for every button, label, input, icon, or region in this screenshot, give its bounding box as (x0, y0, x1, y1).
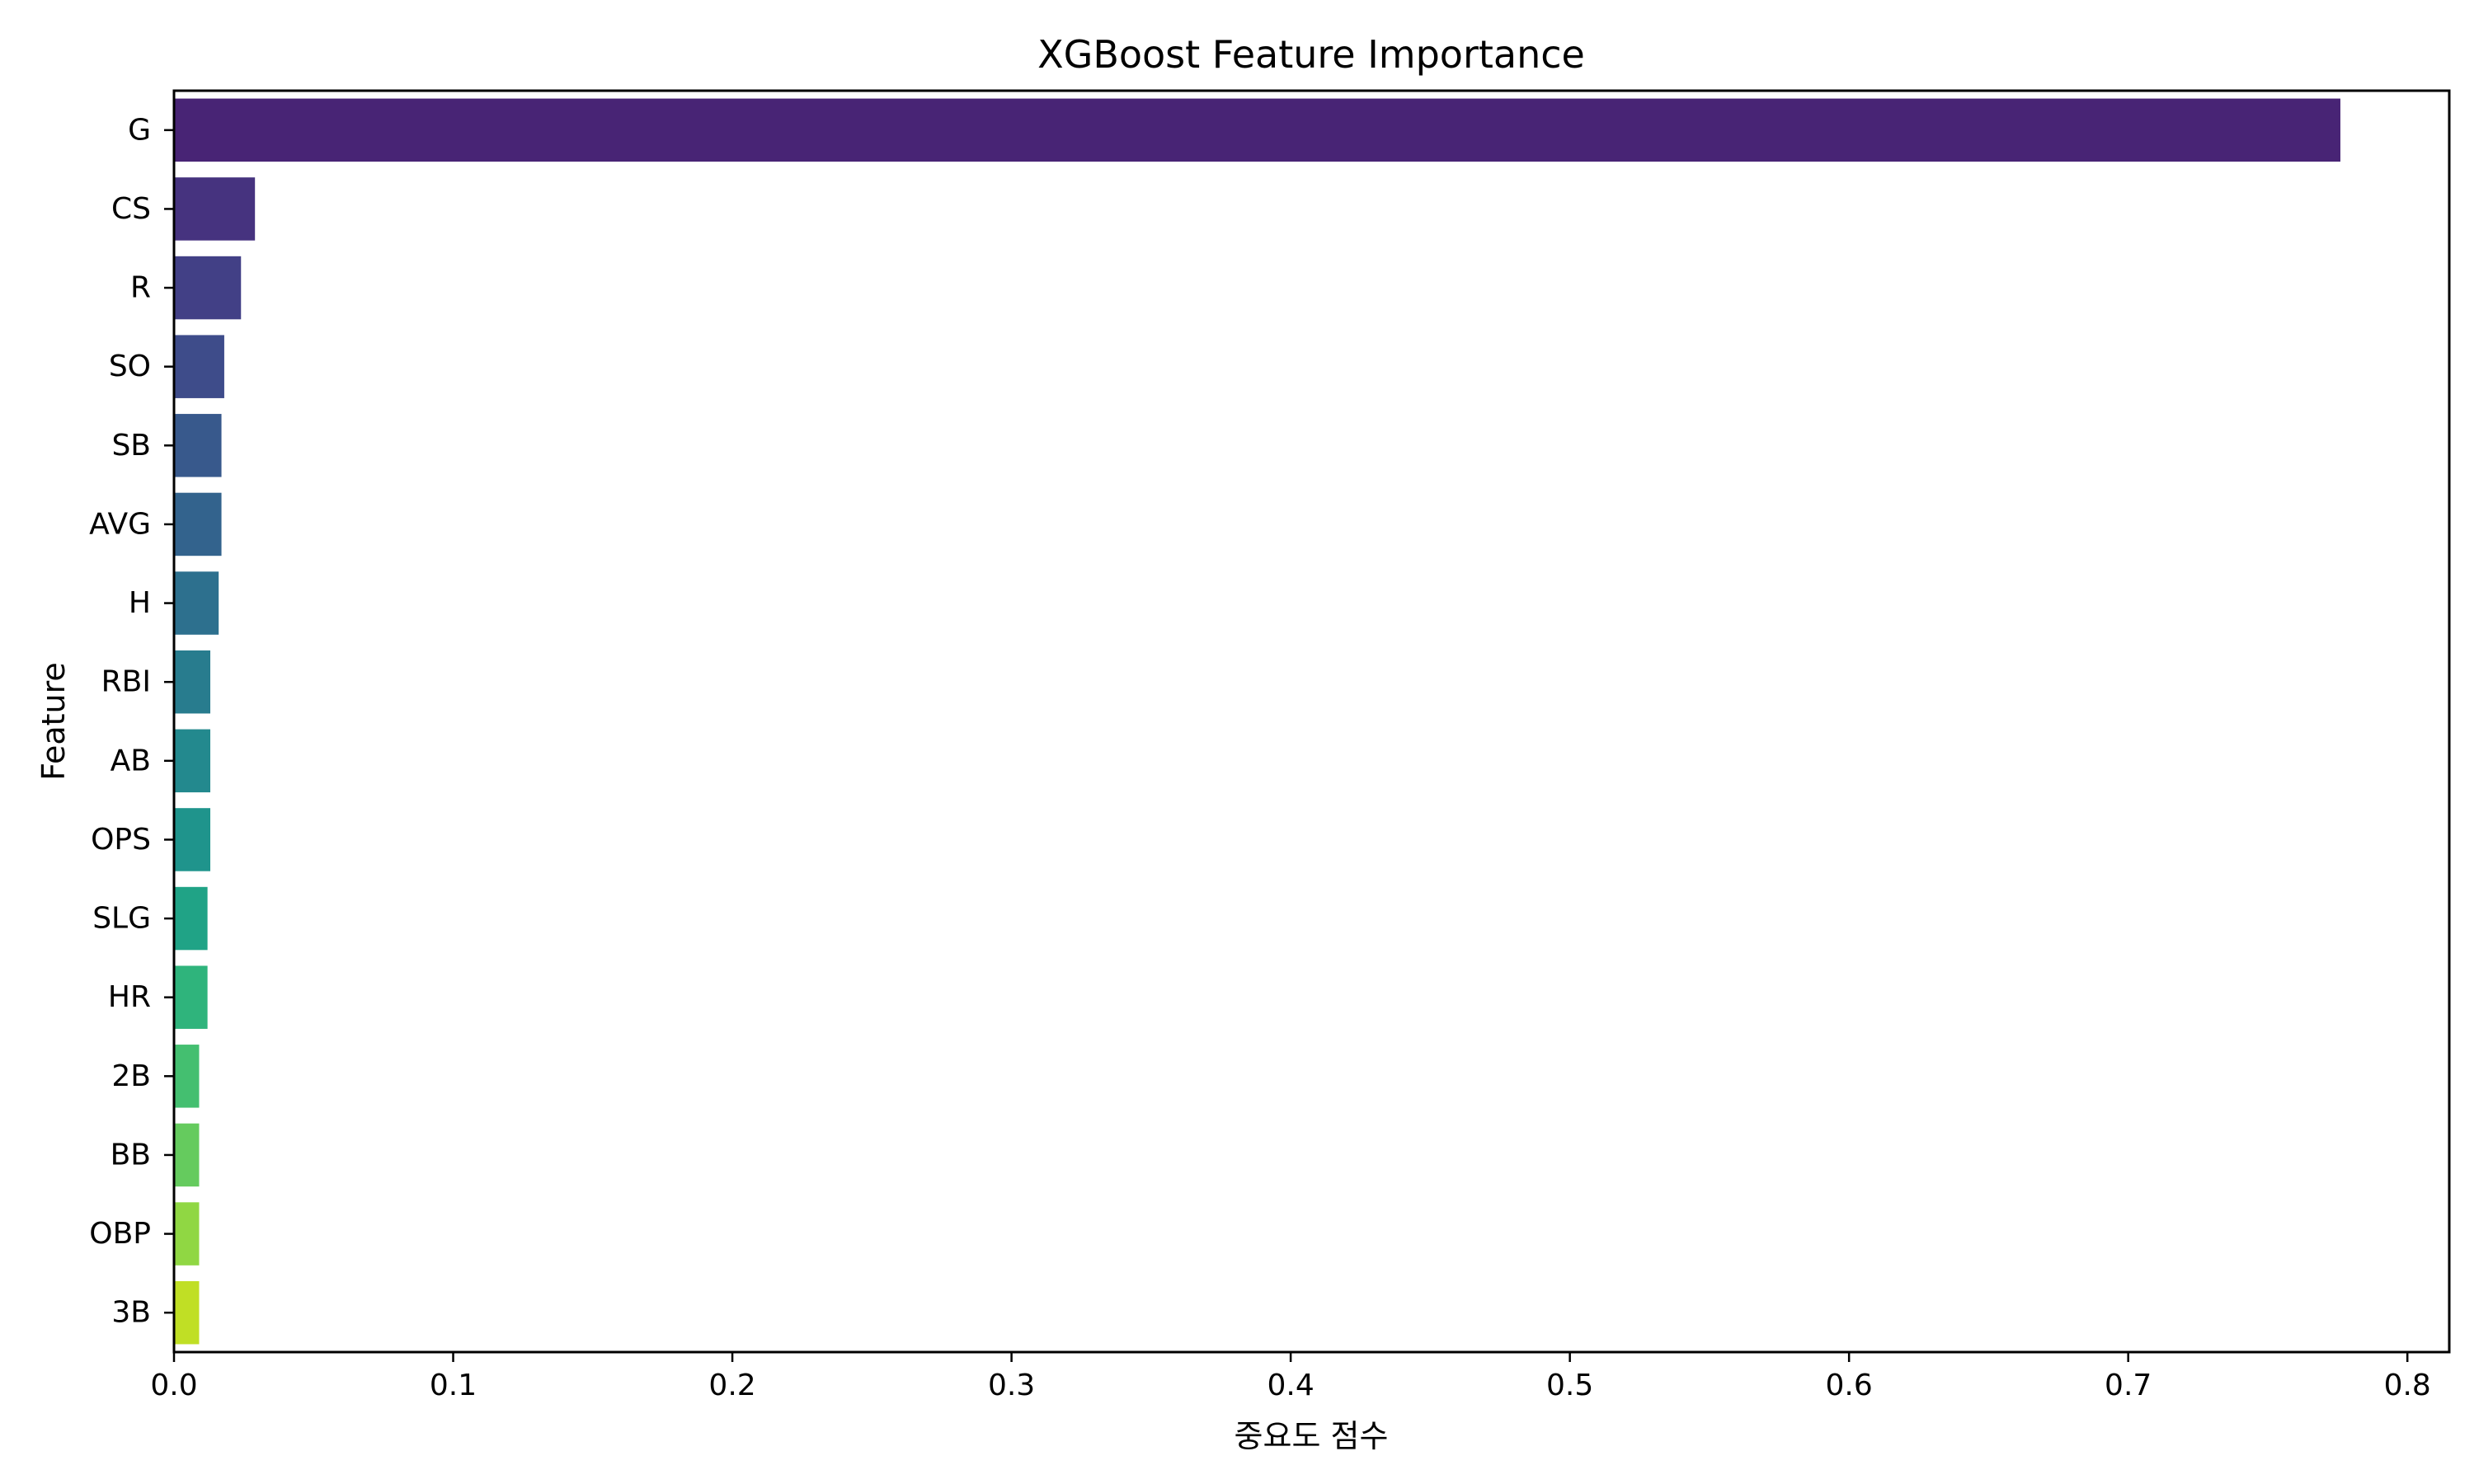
y-tick-label: HR (108, 980, 151, 1014)
bar-bb (174, 1123, 200, 1187)
y-tick-label: CS (111, 192, 151, 226)
bars-layer (174, 98, 2340, 1345)
y-tick-label: OBP (89, 1217, 151, 1251)
bar-ab (174, 729, 211, 793)
bar-h (174, 571, 219, 635)
y-tick-label: SO (109, 350, 151, 383)
x-tick-label: 0.5 (1546, 1369, 1593, 1402)
bar-slg (174, 886, 208, 951)
y-tick-label: RBI (101, 665, 151, 699)
x-tick-label: 0.0 (150, 1369, 197, 1402)
plot-frame (172, 89, 2451, 1354)
x-tick-label: 0.7 (2105, 1369, 2152, 1402)
bar-cs (174, 177, 256, 241)
y-tick-label: H (129, 586, 151, 620)
y-tick-label: OPS (91, 823, 151, 857)
bar-g (174, 98, 2340, 162)
y-tick-label: BB (111, 1138, 151, 1172)
x-tick-label: 0.4 (1267, 1369, 1314, 1402)
bar-hr (174, 965, 208, 1029)
y-tick-label: R (130, 271, 151, 305)
bar-3b (174, 1280, 200, 1345)
y-tick-label: AVG (89, 507, 151, 541)
bar-ops (174, 808, 211, 871)
x-tick-label: 0.1 (430, 1369, 477, 1402)
y-tick-label: SB (111, 429, 151, 463)
x-tick-label: 0.2 (708, 1369, 755, 1402)
x-tick-label: 0.3 (988, 1369, 1035, 1402)
bar-rbi (174, 650, 211, 714)
bar-2b (174, 1045, 200, 1108)
bar-sb (174, 414, 222, 477)
y-axis: G CS R SO SB AVG H RBI AB OPS SLG HR 2B BB OBP 3B (89, 113, 174, 1330)
y-tick-label: SLG (92, 902, 151, 936)
y-tick-label: AB (111, 744, 151, 777)
y-tick-label: 2B (111, 1059, 151, 1093)
x-tick-label: 0.8 (2384, 1369, 2431, 1402)
bar-avg (174, 492, 222, 556)
y-tick-label: G (128, 113, 151, 147)
chart-title: XGBoost Feature Importance (1037, 32, 1585, 77)
x-axis: 0.0 0.1 0.2 0.3 0.4 0.5 0.6 0.7 0.8 (150, 1352, 2431, 1402)
x-axis-label: 중요도 점수 (1235, 1418, 1389, 1454)
bar-so (174, 335, 224, 398)
bar-r (174, 256, 242, 320)
bar-obp (174, 1202, 200, 1266)
y-tick-label: 3B (111, 1296, 151, 1330)
x-tick-label: 0.6 (1826, 1369, 1873, 1402)
y-axis-label: Feature (35, 662, 72, 781)
